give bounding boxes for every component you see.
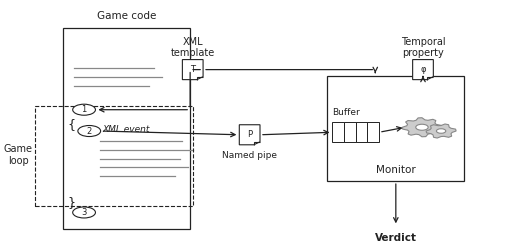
Polygon shape [413, 59, 433, 80]
Circle shape [78, 125, 101, 137]
Text: Temporal
property: Temporal property [401, 37, 445, 58]
Bar [367, 122, 379, 142]
Polygon shape [426, 124, 456, 138]
Bar [344, 122, 355, 142]
Text: T: T [190, 65, 195, 74]
Circle shape [73, 104, 96, 115]
Text: Buffer: Buffer [333, 108, 360, 117]
Text: 3: 3 [81, 208, 87, 217]
Text: Named pipe: Named pipe [222, 151, 277, 160]
Text: 2: 2 [87, 127, 92, 136]
Circle shape [73, 207, 96, 218]
Text: φ: φ [420, 65, 426, 74]
Text: Monitor: Monitor [376, 165, 416, 175]
Circle shape [436, 129, 446, 133]
Text: {: { [67, 118, 76, 131]
Bar [355, 122, 367, 142]
Text: XML
template: XML template [171, 37, 215, 58]
Text: Game
loop: Game loop [4, 144, 33, 166]
Bar [35, 106, 193, 206]
Polygon shape [239, 125, 260, 145]
Bar [63, 28, 190, 229]
Polygon shape [402, 118, 442, 137]
Bar [327, 76, 465, 181]
Bar [333, 122, 344, 142]
Text: XML event: XML event [102, 125, 150, 134]
Circle shape [416, 124, 428, 130]
Text: P: P [247, 130, 252, 139]
Text: Verdict: Verdict [375, 233, 417, 242]
Text: }: } [67, 196, 76, 209]
Text: 1: 1 [81, 105, 87, 114]
Text: Game code: Game code [97, 11, 157, 21]
Polygon shape [182, 59, 203, 80]
